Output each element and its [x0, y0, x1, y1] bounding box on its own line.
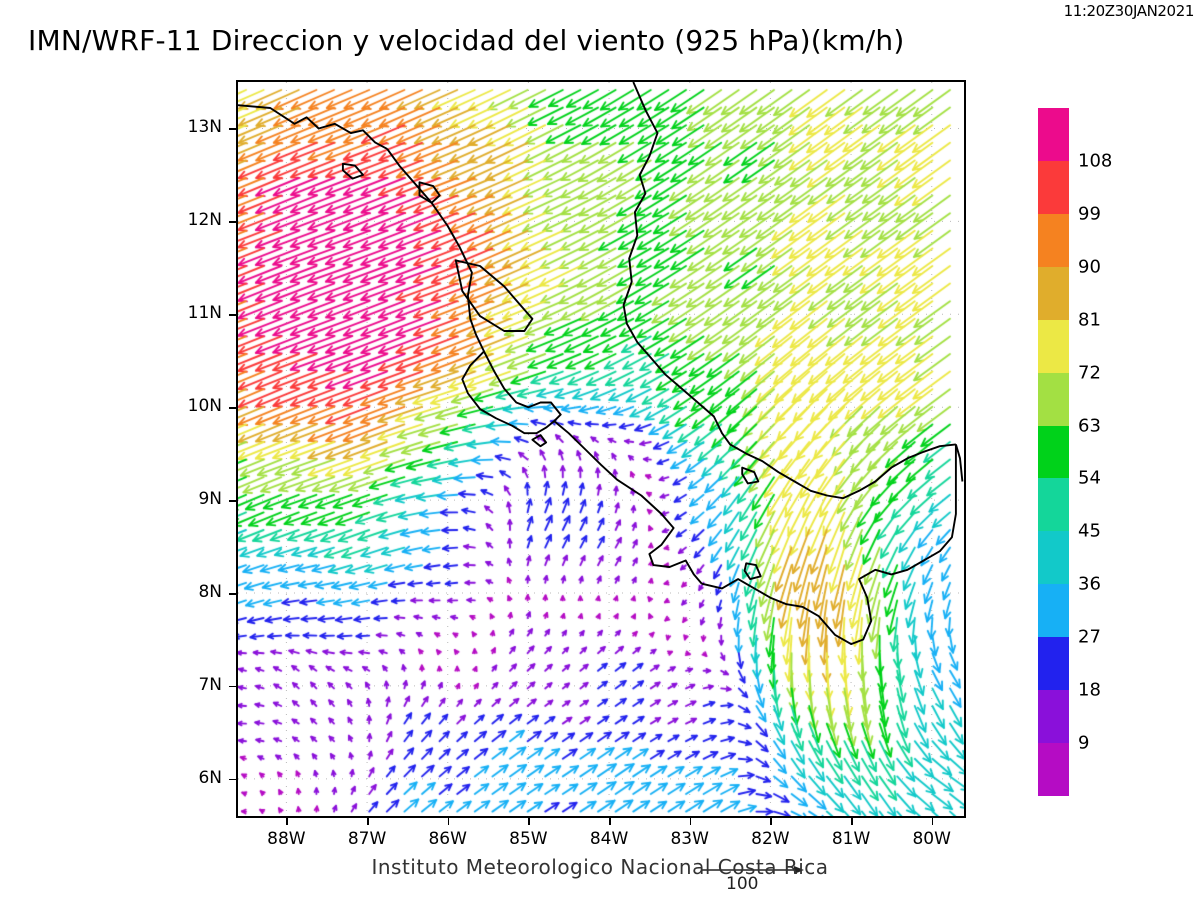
colorbar-band [1038, 743, 1069, 796]
colorbar-tick-label: 63 [1078, 415, 1101, 437]
colorbar-tick-label: 99 [1078, 203, 1101, 225]
x-axis-tick [528, 818, 530, 825]
colorbar-tick-label: 108 [1078, 150, 1113, 172]
x-axis-tick [770, 818, 772, 825]
x-axis-tick [689, 818, 692, 825]
coastline-path [531, 434, 548, 448]
coastline-path [238, 104, 388, 150]
x-axis-label: 82W [751, 829, 790, 849]
forecast-timestamp: 11:20Z30JAN2021 [1063, 2, 1195, 20]
colorbar-band [1038, 584, 1069, 638]
y-axis-tick [229, 314, 236, 316]
coastline-overlay [238, 82, 964, 646]
colorbar-tick-label: 36 [1078, 573, 1101, 595]
y-axis-label: 7N [198, 674, 222, 695]
x-axis-label: 88W [267, 829, 306, 849]
page-title: IMN/WRF-11 Direccion y velocidad del vie… [28, 24, 905, 57]
coastline-path [622, 82, 957, 500]
x-axis-tick [851, 818, 853, 825]
colorbar-tick-label: 18 [1078, 679, 1101, 701]
colorbar-band [1038, 690, 1069, 744]
colorbar-band [1038, 637, 1069, 691]
x-axis-label: 84W [589, 829, 629, 849]
y-axis-tick [229, 500, 236, 502]
coastline-path [701, 444, 957, 646]
y-axis-label: 12N [187, 210, 222, 231]
y-axis-label: 11N [187, 303, 222, 324]
y-axis-tick [229, 128, 236, 130]
x-axis-label: 86W [428, 829, 467, 849]
y-axis-tick [229, 685, 236, 688]
colorbar-band [1038, 425, 1069, 479]
wind-vector-field [238, 82, 964, 816]
colorbar-band [1038, 160, 1069, 214]
colorbar-band [1038, 266, 1069, 320]
x-axis-tick [931, 818, 934, 825]
map-plot-area[interactable] [236, 80, 966, 818]
y-axis-tick [229, 221, 236, 223]
colorbar-band [1038, 319, 1069, 373]
colorbar-tick-label: 45 [1078, 520, 1101, 542]
colorbar-band [1038, 213, 1069, 267]
y-axis-label: 8N [198, 582, 222, 602]
coastline-path [418, 181, 441, 204]
coastline-path [341, 162, 364, 180]
x-axis-tick [286, 818, 288, 825]
y-axis-label: 9N [198, 489, 222, 510]
colorbar-band [1038, 372, 1069, 426]
coastline-path [454, 259, 534, 332]
coastline-path [741, 466, 760, 485]
attribution-text: Instituto Meteorologico Nacional Costa R… [371, 855, 829, 879]
colorbar-tick-label: 72 [1078, 362, 1101, 384]
colorbar-tick-label: 9 [1078, 732, 1090, 754]
y-axis-label: 6N [198, 767, 222, 788]
colorbar-band [1038, 108, 1069, 161]
x-axis-label: 83W [670, 829, 709, 849]
x-axis-label: 87W [347, 829, 387, 849]
x-axis-label: 81W [831, 829, 871, 849]
colorbar-tick-label: 81 [1078, 309, 1101, 331]
coastline-path [743, 562, 762, 581]
coastline-path [553, 420, 703, 585]
coastline-path [461, 350, 562, 435]
y-axis-tick [229, 778, 236, 781]
y-axis-tick [229, 593, 236, 595]
reference-vector-arrow [702, 866, 804, 874]
x-axis-tick [609, 818, 611, 825]
colorbar-tick-label: 90 [1078, 256, 1101, 278]
coastline-path [386, 148, 485, 352]
colorbar-tick-label: 54 [1078, 467, 1101, 489]
reference-vector-label: 100 [726, 874, 759, 894]
coastline-path [954, 444, 964, 482]
y-axis-label: 13N [187, 117, 222, 138]
x-axis-label: 85W [509, 829, 548, 849]
y-axis-label: 10N [187, 396, 222, 417]
x-axis-label: 80W [912, 829, 951, 849]
colorbar-band [1038, 478, 1069, 532]
x-axis-tick [447, 818, 450, 825]
colorbar-tick-label: 27 [1078, 626, 1101, 648]
speed-colorbar[interactable] [1038, 108, 1069, 796]
x-axis-tick [367, 818, 369, 825]
colorbar-band [1038, 531, 1069, 585]
y-axis-tick [229, 407, 236, 409]
